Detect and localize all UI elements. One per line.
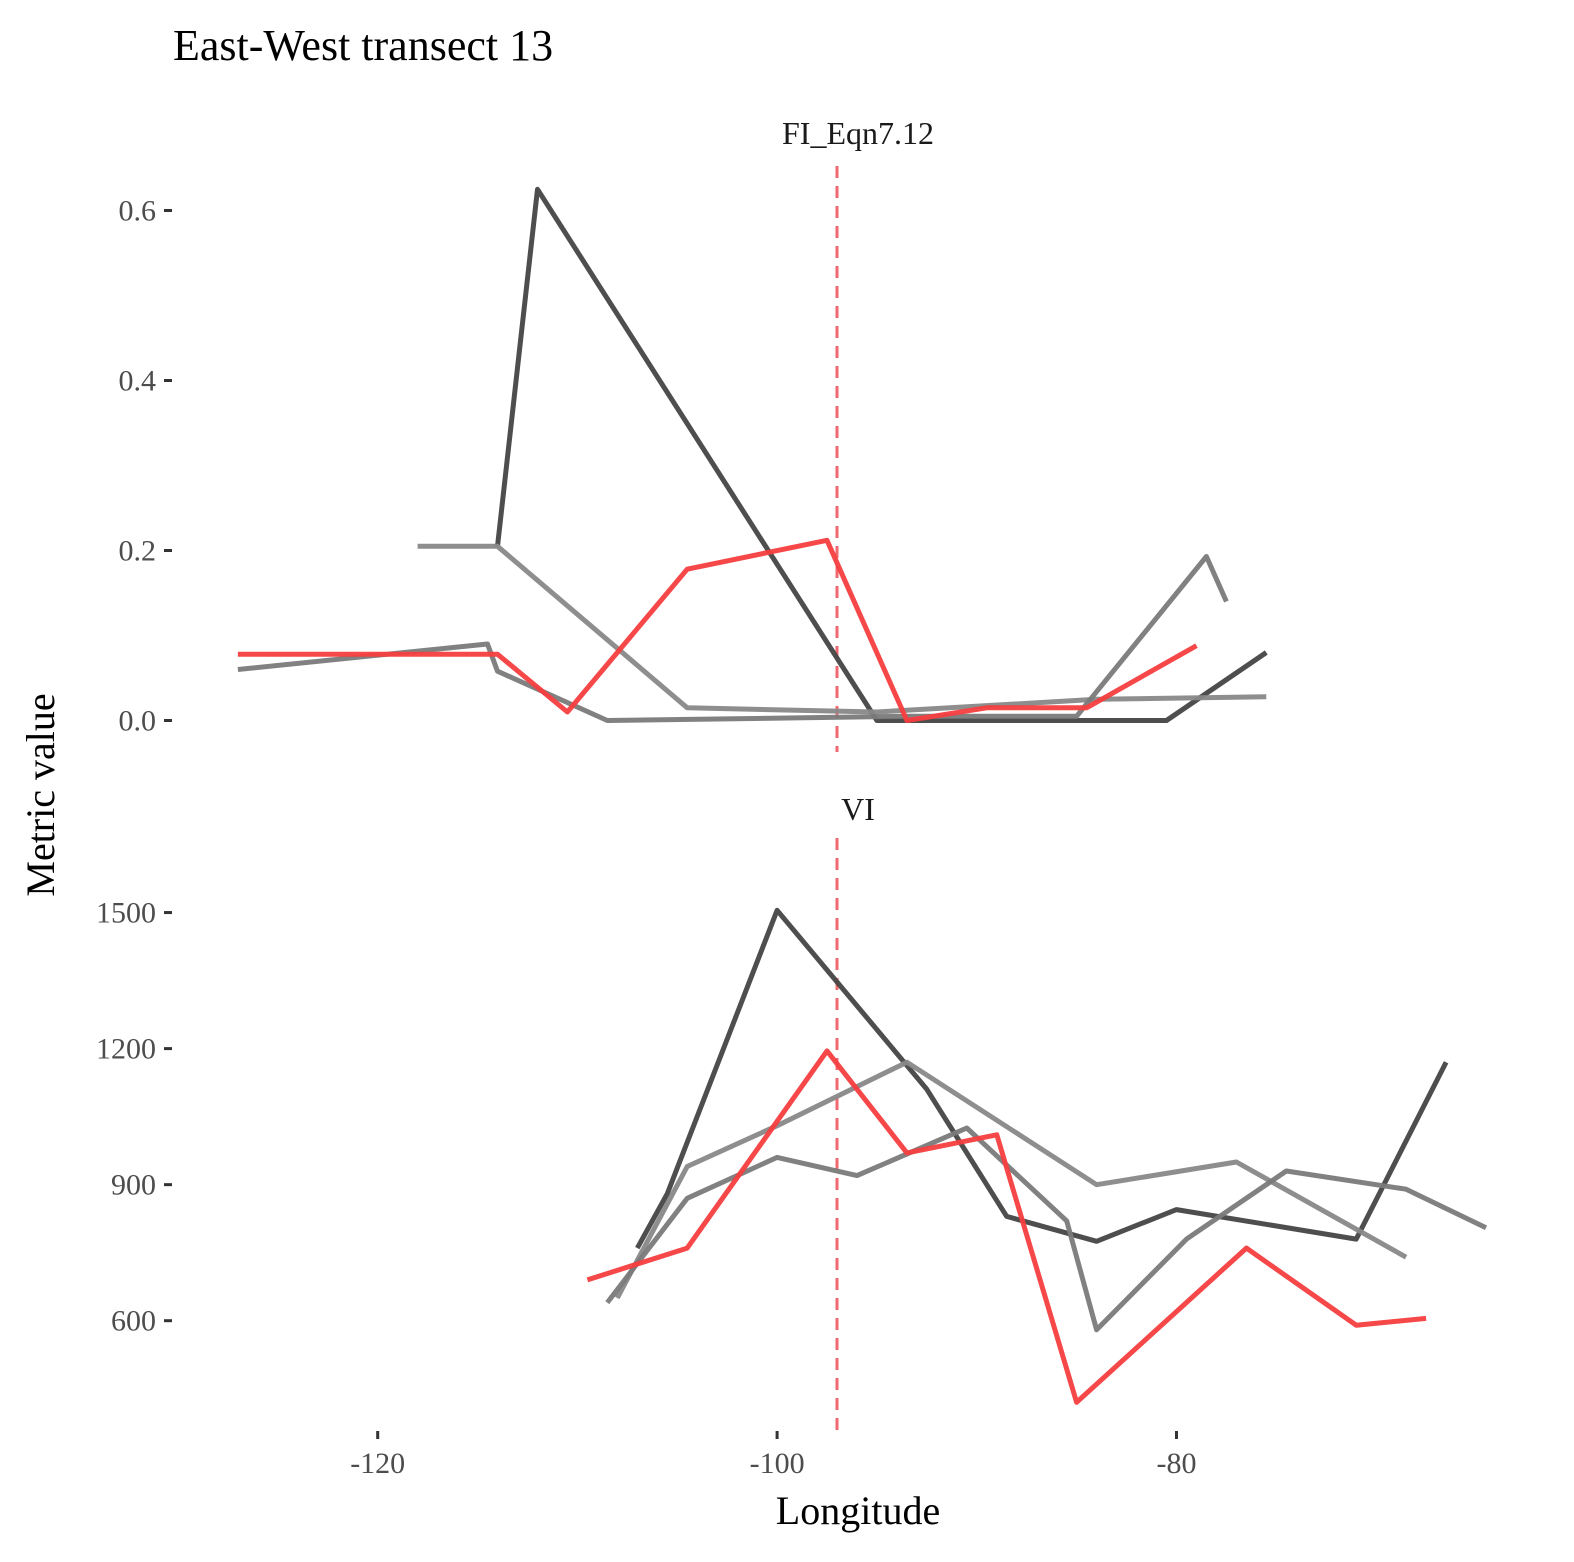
y-tick-label: 600 xyxy=(111,1305,156,1338)
chart-title: East-West transect 13 xyxy=(173,21,553,70)
panel-vi: VI 600 900 1200 1500 xyxy=(96,791,1488,1431)
x-axis-title: Longitude xyxy=(776,1488,940,1533)
y-tick-label: 0.4 xyxy=(119,365,157,398)
panel-strip-label: VI xyxy=(841,791,875,827)
series-line-4 xyxy=(237,537,1198,723)
series-line-4 xyxy=(586,1048,1427,1405)
y-tick-label: 0.2 xyxy=(119,535,157,568)
panel-strip-label: FI_Eqn7.12 xyxy=(782,115,934,151)
series-line-1 xyxy=(635,907,1449,1250)
y-tick-label: 0.0 xyxy=(119,705,157,738)
panel-fi-eqn7-12: FI_Eqn7.12 0.0 0.2 0.4 0.6 xyxy=(119,115,1268,752)
x-axis: -120 -100 -80 xyxy=(350,1431,1196,1480)
y-tick-label: 1500 xyxy=(96,897,156,930)
x-tick-label: -80 xyxy=(1156,1447,1196,1480)
y-tick-label: 0.6 xyxy=(119,195,157,228)
x-tick-label: -100 xyxy=(750,1447,805,1480)
series-line-3 xyxy=(605,1125,1488,1333)
series-line-2 xyxy=(615,1059,1408,1300)
y-tick-label: 900 xyxy=(111,1169,156,1202)
y-tick-label: 1200 xyxy=(96,1033,156,1066)
series-line-1 xyxy=(495,186,1268,723)
series-line-2 xyxy=(417,543,1267,715)
y-axis-title: Metric value xyxy=(18,693,63,896)
x-tick-label: -120 xyxy=(350,1447,405,1480)
series-line-3 xyxy=(237,554,1229,723)
